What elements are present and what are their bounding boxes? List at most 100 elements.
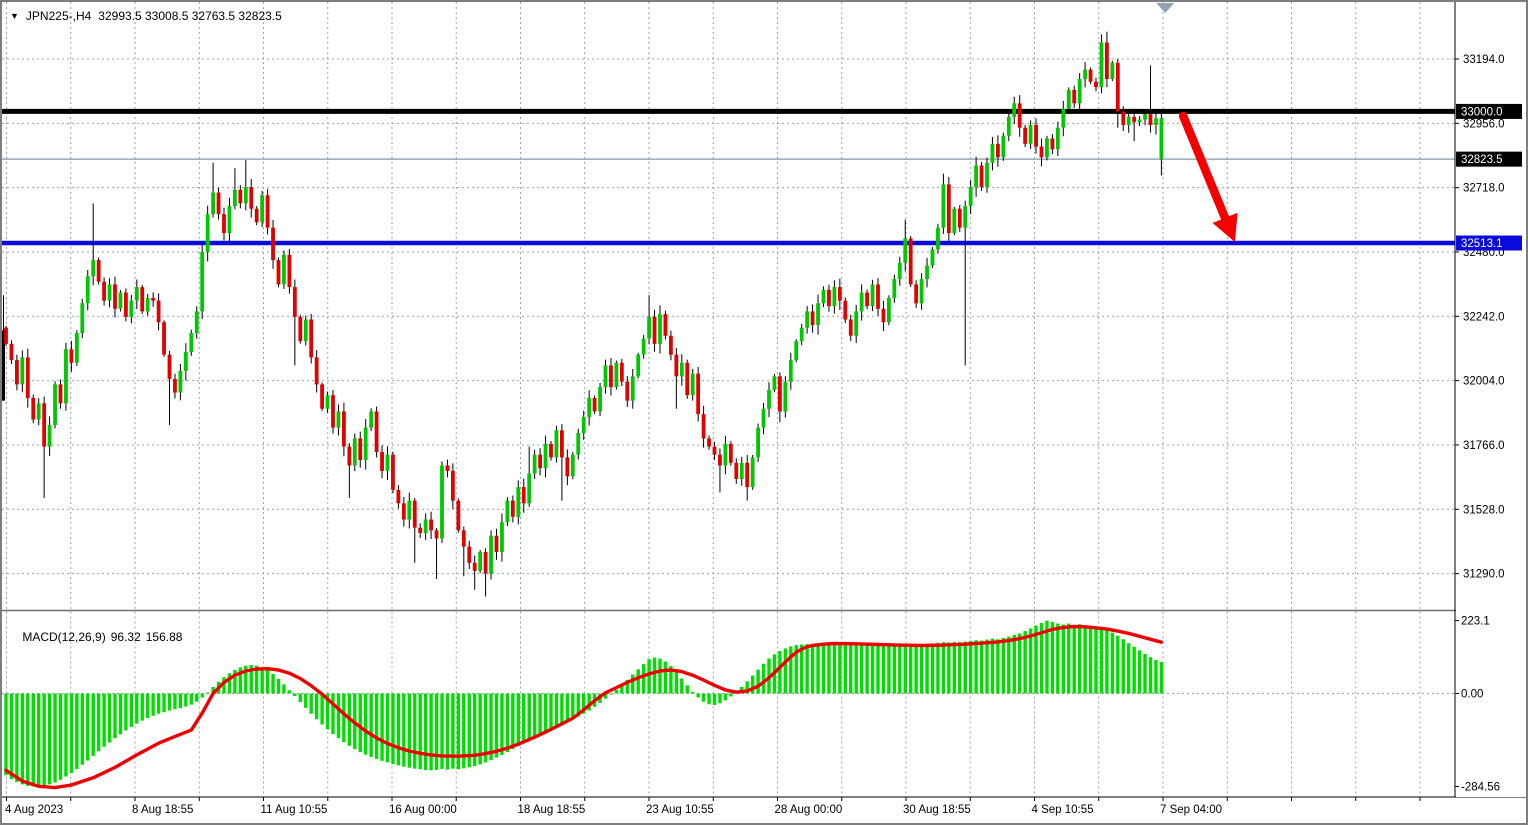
candle-down: [287, 254, 292, 288]
candle-up: [767, 389, 771, 409]
candle-up: [500, 522, 504, 552]
candle-up: [118, 292, 123, 309]
candle-down: [1039, 146, 1044, 158]
macd-histogram-bar: [571, 693, 575, 720]
macd-histogram-bar: [941, 642, 946, 694]
macd-histogram-bar: [129, 693, 134, 727]
candle-down: [396, 489, 401, 504]
candle-down: [728, 443, 733, 463]
candle-up: [233, 189, 237, 207]
annotation-arrow[interactable]: [1178, 111, 1238, 242]
candle-up: [1006, 116, 1011, 136]
macd-histogram-bar: [451, 693, 455, 769]
candle-down: [298, 316, 303, 342]
macd-histogram-bar: [1099, 628, 1104, 694]
price-tick-label: 31766.0: [1463, 440, 1505, 452]
macd-histogram-bar: [565, 693, 570, 722]
macd-histogram-bar: [985, 639, 989, 694]
macd-histogram-bar: [86, 693, 90, 761]
macd-histogram-bar: [118, 693, 123, 735]
candle-down: [276, 260, 281, 285]
macd-tick-label: 223.1: [1461, 616, 1490, 628]
macd-histogram-bar: [1001, 637, 1006, 694]
macd-histogram-bar: [184, 693, 188, 707]
macd-histogram-bar: [255, 665, 259, 694]
candle-up: [1055, 127, 1060, 150]
macd-histogram-bar: [325, 693, 330, 730]
macd-histogram-bar: [396, 693, 401, 766]
macd-histogram-bar: [342, 693, 346, 743]
trend-arrow-shaft[interactable]: [1178, 111, 1231, 226]
macd-histogram-bar: [810, 643, 815, 694]
macd-tick-label: -284.56: [1461, 781, 1500, 793]
macd-histogram-bar: [712, 693, 717, 705]
candle-up: [20, 357, 25, 385]
macd-histogram-bar: [336, 693, 341, 739]
trend-arrow-head[interactable]: [1212, 212, 1238, 242]
candle-down: [347, 446, 352, 466]
macd-histogram-bar: [729, 693, 733, 697]
candle-up: [723, 443, 728, 466]
shift-marker-triangle-icon[interactable]: [1156, 3, 1175, 13]
candle-down: [113, 284, 117, 309]
candle-down: [876, 284, 880, 309]
macd-histogram-bar: [609, 693, 613, 695]
price-highlight-label: 32513.1: [1461, 238, 1503, 250]
price-axis[interactable]: 33194.0 32956.0 32718.0 32480.0 32242.0 32004…: [1454, 2, 1526, 797]
macd-histogram-bar: [821, 644, 826, 694]
time-axis[interactable]: 4 Aug 2023 8 Aug 18:55 11 Aug 10:55 16 Aug …: [2, 797, 1526, 823]
candle-down: [1050, 138, 1055, 150]
macd-histogram-bar: [1077, 624, 1082, 694]
candle-down: [314, 357, 319, 385]
price-axis-bg[interactable]: [1456, 2, 1526, 797]
candle-up: [772, 376, 777, 390]
macd-histogram-bar: [102, 693, 106, 747]
candle-down: [549, 443, 553, 458]
macd-histogram-bar: [979, 640, 984, 694]
macd-histogram-bar: [745, 681, 749, 694]
candle-up: [1154, 118, 1158, 125]
time-tick-label: 23 Aug 10:55: [646, 804, 714, 816]
macd-histogram-bar: [205, 692, 210, 694]
macd-histogram-bar: [936, 642, 940, 694]
candle-down: [342, 411, 346, 447]
macd-histogram-bar: [854, 645, 858, 694]
candle-up: [570, 454, 575, 477]
candle-down: [102, 281, 106, 301]
macd-histogram-bar: [669, 666, 673, 694]
candle-down: [4, 327, 8, 344]
candle-up: [581, 416, 586, 434]
candle-down: [696, 373, 701, 415]
macd-histogram-bar: [1148, 657, 1153, 694]
shift-marker[interactable]: [1156, 3, 1175, 13]
candle-up: [892, 279, 897, 298]
macd-histogram-bar: [211, 686, 215, 694]
macd-pane[interactable]: [2, 612, 1455, 798]
candle-down: [1115, 62, 1120, 112]
macd-histogram-bar: [26, 693, 30, 786]
candle-down: [1088, 69, 1093, 82]
candle-up: [363, 427, 368, 461]
main-chart-pane[interactable]: [2, 2, 1455, 609]
macd-histogram-bar: [282, 684, 286, 694]
macd-histogram-bar: [156, 693, 161, 714]
macd-histogram-bar: [701, 693, 706, 702]
candle-down: [412, 500, 417, 528]
symbol-dropdown-icon[interactable]: ▼: [10, 10, 19, 21]
candle-up: [658, 314, 662, 344]
time-axis-bg[interactable]: [2, 798, 1526, 823]
candle-down: [663, 314, 668, 336]
candle-up: [440, 465, 444, 539]
macd-histogram-bar: [445, 693, 450, 770]
macd-histogram-bar: [789, 646, 793, 694]
macd-histogram-bar: [1039, 622, 1044, 694]
candle-up: [925, 265, 929, 279]
candle-up: [641, 338, 646, 355]
horizontal-lines-layer[interactable]: [2, 108, 1455, 246]
candle-down: [483, 551, 488, 574]
macd-histogram-bar: [249, 665, 253, 694]
candle-down: [167, 354, 172, 379]
candle-down: [1148, 114, 1153, 125]
